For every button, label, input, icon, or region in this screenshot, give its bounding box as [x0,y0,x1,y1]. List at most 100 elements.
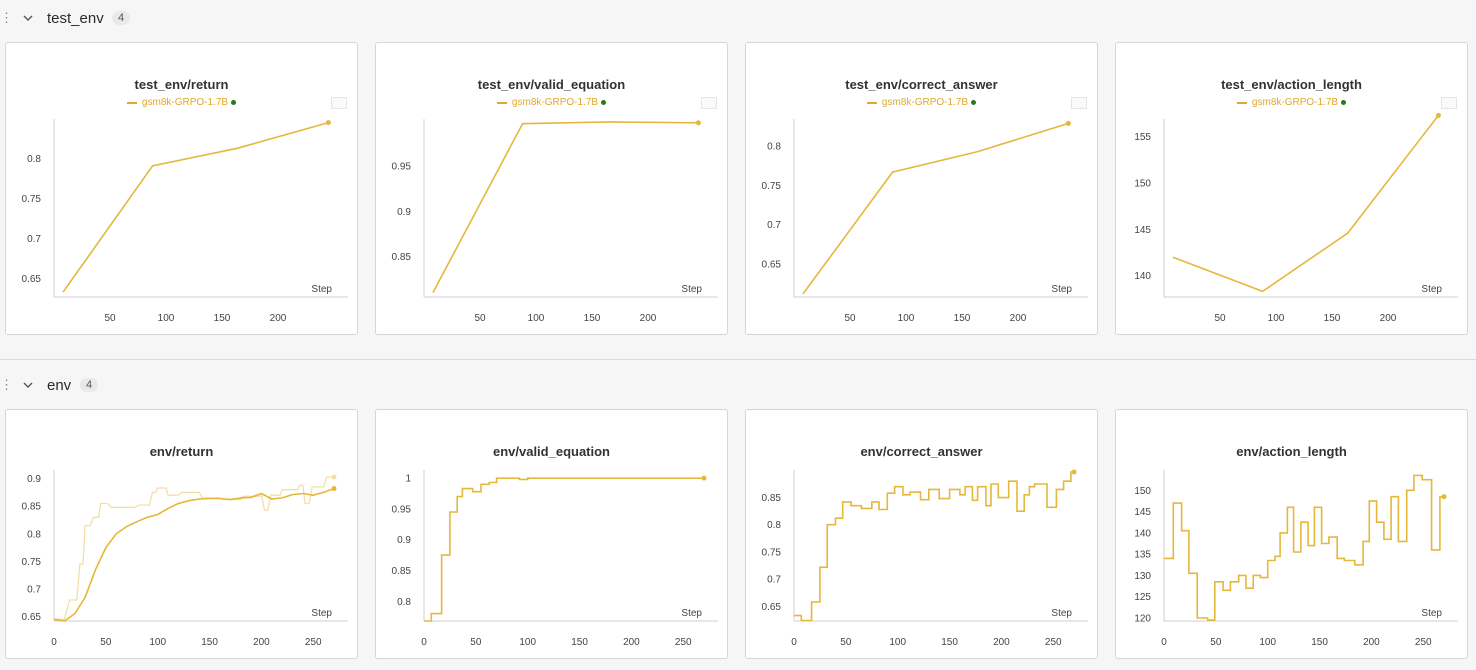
series-line [794,471,1074,622]
chart-panel[interactable]: env/action_length 120 125 130 135 140 145 150 0… [1115,409,1468,659]
x-tick-label: 50 [1214,313,1226,324]
y-tick-label: 0.9 [397,535,411,546]
chart-legend[interactable]: gsm8k-GRPO-1.7B [376,97,727,108]
legend-label: gsm8k-GRPO-1.7B [1251,97,1339,108]
y-tick-label: 0.85 [762,493,782,504]
legend-toggle-box[interactable] [1071,97,1087,109]
series-line [1172,114,1440,293]
x-tick-label: 50 [840,637,852,648]
panel-count-badge: 4 [80,378,99,392]
legend-toggle-box[interactable] [331,97,347,109]
line-chart: 0.85 0.9 0.95 50 100 150 200 Step [392,119,718,324]
run-status-dot [971,100,977,105]
x-tick-label: 150 [941,637,958,648]
section-header-test-env[interactable]: ⋮ test_env 4 [0,0,1476,36]
y-tick-label: 0.7 [27,234,41,245]
drag-handle-icon[interactable]: ⋮ [0,10,13,25]
series-end-point [331,486,337,492]
raw-series-end-point [331,474,337,480]
y-tick-label: 140 [1134,271,1151,282]
y-tick-label: 155 [1134,132,1151,143]
x-tick-label: 200 [253,637,270,648]
y-tick-label: 0.8 [27,154,41,165]
run-status-dot [1341,100,1347,105]
y-tick-label: 150 [1134,486,1151,497]
raw-series-line [54,476,334,620]
x-axis-title: Step [1421,608,1442,619]
x-axis-title: Step [311,284,332,295]
y-tick-label: 0.8 [27,529,41,540]
chart-title: env/valid_equation [492,444,611,459]
series-end-point [701,475,707,481]
y-tick-label: 0.85 [392,252,412,263]
series-end-point [1435,112,1441,118]
x-tick-label: 250 [1415,637,1432,648]
legend-label: gsm8k-GRPO-1.7B [881,97,969,108]
x-axis-title: Step [311,608,332,619]
y-tick-label: 0.75 [22,557,42,568]
chart-panel[interactable]: test_env/return gsm8k-GRPO-1.7B 0.65 0.7 0… [5,42,358,335]
legend-swatch [866,101,877,104]
x-tick-label: 0 [791,637,797,648]
y-tick-label: 0.8 [767,520,781,531]
x-tick-label: 0 [51,637,57,648]
x-tick-label: 150 [571,637,588,648]
x-axis-title: Step [681,284,702,295]
x-tick-label: 100 [898,313,915,324]
x-tick-label: 100 [528,313,545,324]
y-tick-label: 0.8 [767,142,781,153]
x-tick-label: 200 [1380,313,1397,324]
drag-handle-icon[interactable]: ⋮ [0,377,13,392]
y-tick-label: 0.9 [397,207,411,218]
chevron-down-icon[interactable] [22,379,34,391]
y-tick-label: 0.65 [762,602,782,613]
line-chart: 0.65 0.7 0.75 0.8 50 100 150 200 Step [762,119,1088,324]
x-tick-label: 150 [584,313,601,324]
chevron-down-icon[interactable] [22,12,34,24]
section-divider [0,359,1476,360]
run-status-dot [601,100,607,105]
chart-legend[interactable]: gsm8k-GRPO-1.7B [1116,97,1467,108]
chart-legend[interactable]: gsm8k-GRPO-1.7B [6,97,357,108]
chart-title: test_env/return [134,77,229,92]
x-tick-label: 200 [623,637,640,648]
line-chart: 140 145 150 155 50 100 150 200 Step [1134,112,1458,324]
y-tick-label: 0.95 [392,162,412,173]
chart-title: env/action_length [1236,444,1347,459]
legend-toggle-box[interactable] [1441,97,1457,109]
x-tick-label: 200 [1010,313,1027,324]
chart-panel[interactable]: test_env/valid_equation gsm8k-GRPO-1.7B … [375,42,728,335]
y-tick-label: 150 [1134,179,1151,190]
chart-title: test_env/action_length [1221,77,1362,92]
x-tick-label: 50 [100,637,112,648]
line-chart: 0.65 0.7 0.75 0.8 0.85 0.9 0 50 100 150 200 250 Step [22,470,348,648]
panel-count-badge: 4 [112,11,131,25]
legend-toggle-box[interactable] [701,97,717,109]
y-tick-label: 0.9 [27,474,41,485]
chart-panel[interactable]: env/return 0.65 0.7 0.75 0.8 0.85 0.9 0 50 100 15… [5,409,358,659]
section-header-env[interactable]: ⋮ env 4 [0,367,1476,403]
y-tick-label: 145 [1134,225,1151,236]
chart-legend[interactable]: gsm8k-GRPO-1.7B [746,97,1097,108]
section-title: test_env [47,10,104,27]
y-tick-label: 125 [1134,592,1151,603]
chart-panel[interactable]: test_env/action_length gsm8k-GRPO-1.7B 1… [1115,42,1468,335]
series-line [802,122,1069,295]
x-tick-label: 150 [954,313,971,324]
chart-panel[interactable]: env/correct_answer 0.65 0.7 0.75 0.8 0.85 0 50… [745,409,1098,659]
chart-panel[interactable]: env/valid_equation 0.8 0.85 0.9 0.95 1 0 50 100… [375,409,728,659]
series-line [62,121,329,293]
x-tick-label: 150 [1324,313,1341,324]
x-axis-title: Step [1051,608,1072,619]
run-status-dot [231,100,237,105]
chart-title: env/correct_answer [860,444,983,459]
series-line [53,487,335,622]
chart-panel[interactable]: test_env/correct_answer gsm8k-GRPO-1.7B … [745,42,1098,335]
x-tick-label: 50 [844,313,856,324]
legend-label: gsm8k-GRPO-1.7B [511,97,599,108]
y-tick-label: 0.75 [762,547,782,558]
series-end-point [695,120,701,126]
chart-title: env/return [149,444,214,459]
chart-title: test_env/valid_equation [477,77,626,92]
x-tick-label: 100 [519,637,536,648]
